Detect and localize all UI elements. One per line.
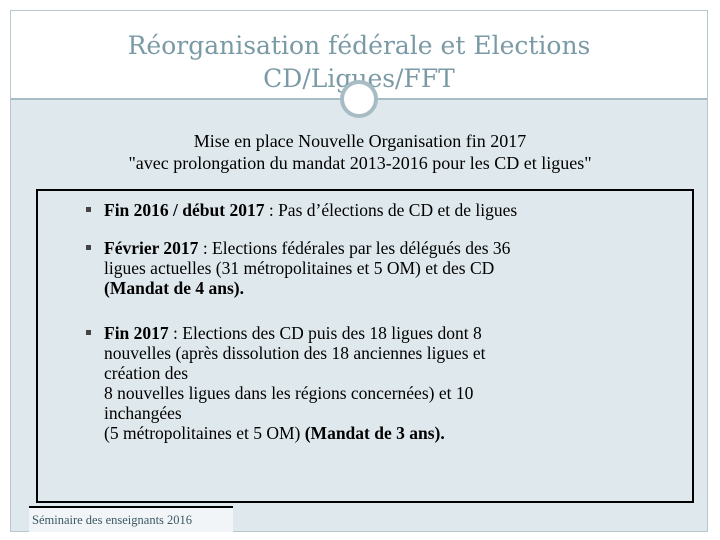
bullet-bold-end: (Mandat de 4 ans). xyxy=(104,278,245,298)
bullet-label: Fin 2016 / début 2017 xyxy=(104,200,265,220)
bullet-label: Fin 2017 xyxy=(104,323,169,343)
list-item: Février 2017 : Elections fédérales par l… xyxy=(86,238,696,298)
subtitle-line-1: Mise en place Nouvelle Organisation fin … xyxy=(193,131,527,151)
bullet-text: (5 métropolitaines et 5 OM) xyxy=(104,423,305,443)
bullet-text: création des xyxy=(104,363,189,383)
slide-title: Réorganisation fédérale et Elections CD/… xyxy=(11,29,707,95)
footer-text: Séminaire des enseignants 2016 xyxy=(29,506,233,532)
bullet-square-icon xyxy=(86,207,91,212)
list-item: Fin 2017 : Elections des CD puis des 18 … xyxy=(86,323,696,443)
bullet-label: Février 2017 xyxy=(104,238,199,258)
bullet-text: : Elections fédérales par les délégués d… xyxy=(198,238,511,258)
slide-frame xyxy=(10,10,708,532)
bullet-square-icon xyxy=(86,330,91,335)
bullet-text: inchangées xyxy=(104,403,182,423)
bullet-bold-end: (Mandat de 3 ans). xyxy=(304,423,445,443)
content-band xyxy=(11,98,707,531)
ring-ornament-icon xyxy=(340,80,378,118)
subtitle-line-2: "avec prolongation du mandat 2013-2016 p… xyxy=(128,153,592,173)
content-box xyxy=(36,189,694,503)
bullet-text: : Elections des CD puis des 18 ligues do… xyxy=(168,323,482,343)
title-line-1: Réorganisation fédérale et Elections xyxy=(127,31,591,60)
subtitle: Mise en place Nouvelle Organisation fin … xyxy=(12,130,708,174)
bullet-text: 8 nouvelles ligues dans les régions conc… xyxy=(104,383,474,403)
list-item: Fin 2016 / début 2017 : Pas d’élections … xyxy=(86,200,696,220)
bullet-square-icon xyxy=(86,245,91,250)
bullet-text: ligues actuelles (31 métropolitaines et … xyxy=(104,258,495,278)
bullet-text: nouvelles (après dissolution des 18 anci… xyxy=(104,343,486,363)
bullet-list: Fin 2016 / début 2017 : Pas d’élections … xyxy=(86,200,696,443)
bullet-text: : Pas d’élections de CD et de ligues xyxy=(264,200,518,220)
